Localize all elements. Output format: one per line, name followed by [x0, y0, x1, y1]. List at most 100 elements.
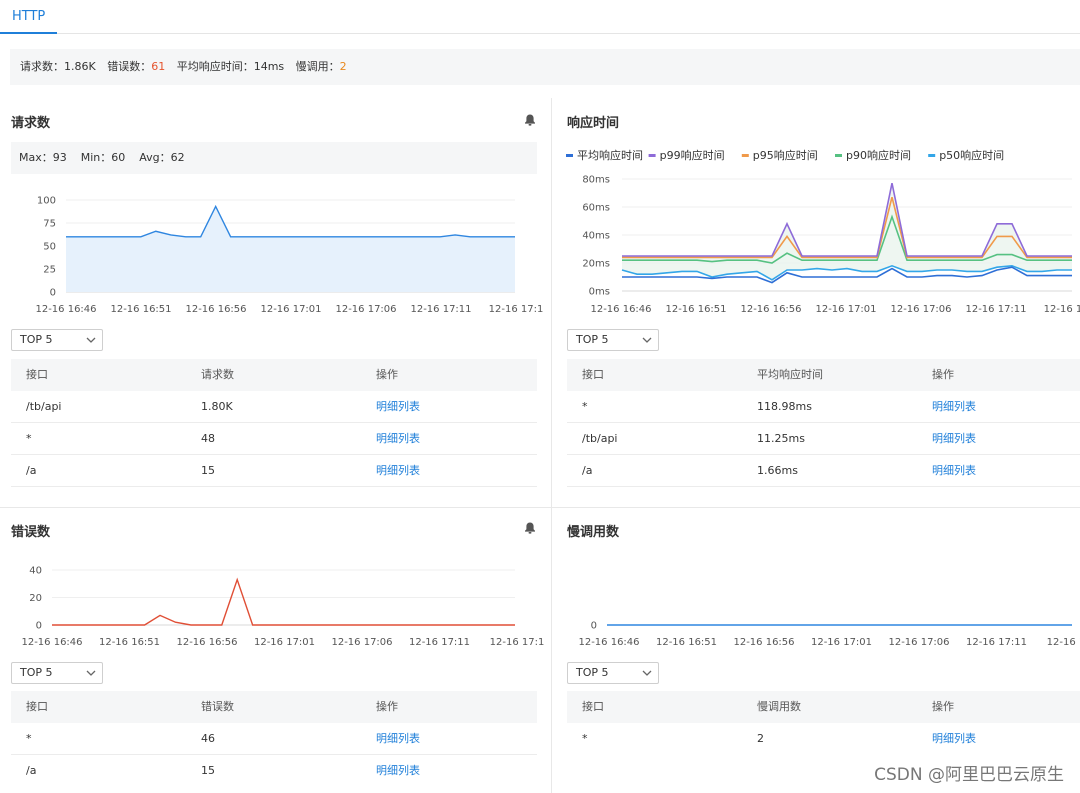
x-tick-label: 12-16 16:56: [185, 304, 246, 315]
table-row: /a 1.66ms 明细列表: [567, 455, 1080, 487]
x-tick-label: 12-16 17:01: [811, 637, 872, 648]
column-header: 接口: [582, 700, 604, 713]
summary-errors-label: 错误数：: [107, 60, 152, 73]
cell-value: 15: [201, 464, 215, 477]
column-header: 错误数: [201, 700, 234, 713]
slow-table: 接口 慢调用数 操作 * 2 明细列表: [567, 691, 1080, 755]
legend-label: 平均响应时间: [577, 148, 643, 162]
x-tick-label: 12-16 16:46: [578, 637, 639, 648]
summary-slow-value: 2: [339, 60, 347, 73]
y-tick-label: 40ms: [582, 231, 610, 242]
summary-requests-label: 请求数：: [20, 60, 64, 73]
y-tick-label: 0: [50, 288, 56, 299]
cell-value: 1.80K: [201, 400, 233, 413]
cell-api: *: [26, 732, 32, 745]
cell-api: /a: [26, 464, 37, 477]
table-header: 接口 平均响应时间 操作: [567, 359, 1080, 391]
series-line: [622, 197, 1072, 259]
x-tick-label: 12-16 17:01: [260, 304, 321, 315]
stat-avg-value: 62: [170, 151, 185, 164]
table-header: 接口 错误数 操作: [11, 691, 537, 723]
legend-swatch: [835, 154, 842, 157]
x-tick-label: 12-16 17:1: [489, 304, 544, 315]
legend-swatch: [928, 154, 936, 157]
detail-list-link[interactable]: 明细列表: [932, 464, 976, 477]
requests-stats: Max：93 Min：60 Avg：62: [11, 142, 537, 174]
y-tick-label: 50: [43, 242, 56, 253]
summary-rt-value: 14ms: [253, 60, 285, 73]
cell-value: 11.25ms: [757, 432, 805, 445]
watermark: CSDN @阿里巴巴云原生: [874, 765, 1064, 785]
requests-top-select[interactable]: TOP 5: [11, 329, 103, 351]
chevron-down-icon: [86, 337, 96, 343]
x-tick-label: 12-16 16:46: [21, 637, 82, 648]
table-header: 接口 请求数 操作: [11, 359, 537, 391]
cell-value: 118.98ms: [757, 400, 812, 413]
cell-api: *: [582, 732, 588, 745]
detail-list-link[interactable]: 明细列表: [932, 400, 976, 413]
errors-top-select[interactable]: TOP 5: [11, 662, 103, 684]
cell-value: 15: [201, 764, 215, 777]
summary-requests-value: 1.86K: [64, 60, 96, 73]
column-header: 平均响应时间: [757, 368, 823, 381]
stat-max-value: 93: [52, 151, 67, 164]
cell-value: 48: [201, 432, 215, 445]
x-tick-label: 12-16 17:06: [335, 304, 396, 315]
summary-rt-label: 平均响应时间：: [176, 60, 254, 73]
cell-api: *: [582, 400, 588, 413]
x-tick-label: 12-16 17:06: [331, 637, 392, 648]
x-tick-label: 12-16 17:1: [490, 637, 545, 648]
y-tick-label: 60ms: [582, 203, 610, 214]
y-tick-label: 0ms: [589, 287, 610, 298]
cell-api: /tb/api: [26, 400, 62, 413]
x-tick-label: 12-16 16:46: [35, 304, 96, 315]
series-line: [621, 264, 1072, 281]
x-tick-label: 12-16 17:06: [888, 637, 949, 648]
y-tick-label: 20ms: [582, 259, 610, 270]
latency-top-select-value: TOP 5: [576, 333, 609, 346]
table-row: /tb/api 1.80K 明细列表: [11, 391, 537, 423]
requests-panel-title: 请求数: [11, 116, 51, 131]
detail-list-link[interactable]: 明细列表: [376, 732, 420, 745]
tab-http[interactable]: HTTP: [0, 0, 58, 34]
bell-icon[interactable]: [523, 113, 537, 127]
chevron-down-icon: [642, 337, 652, 343]
detail-list-link[interactable]: 明细列表: [376, 764, 420, 777]
errors-table: 接口 错误数 操作 * 46 明细列表 /a 15 明细列表: [11, 691, 537, 787]
x-tick-label: 12-16 17:11: [410, 304, 471, 315]
table-row: * 48 明细列表: [11, 423, 537, 455]
column-header: 操作: [932, 700, 954, 713]
y-tick-label: 25: [43, 265, 56, 276]
chevron-down-icon: [86, 670, 96, 676]
legend-label: p95响应时间: [753, 148, 818, 162]
detail-list-link[interactable]: 明细列表: [376, 432, 420, 445]
table-row: * 2 明细列表: [567, 723, 1080, 755]
x-tick-label: 12-16 17:11: [409, 637, 470, 648]
table-row: /tb/api 11.25ms 明细列表: [567, 423, 1080, 455]
y-tick-label: 100: [37, 196, 56, 207]
column-header: 接口: [26, 700, 48, 713]
detail-list-link[interactable]: 明细列表: [376, 400, 420, 413]
table-row: /a 15 明细列表: [11, 755, 537, 787]
table-header: 接口 慢调用数 操作: [567, 691, 1080, 723]
table-row: * 118.98ms 明细列表: [567, 391, 1080, 423]
y-tick-label: 75: [43, 219, 56, 230]
detail-list-link[interactable]: 明细列表: [932, 732, 976, 745]
detail-list-link[interactable]: 明细列表: [376, 464, 420, 477]
y-tick-label: 0: [36, 621, 42, 632]
column-header: 操作: [932, 368, 954, 381]
series-line: [622, 183, 1072, 257]
latency-top-select[interactable]: TOP 5: [567, 329, 659, 351]
slow-top-select[interactable]: TOP 5: [567, 662, 659, 684]
x-tick-label: 12-16 17:01: [815, 304, 876, 315]
y-tick-label: 20: [29, 593, 42, 604]
detail-list-link[interactable]: 明细列表: [932, 432, 976, 445]
chevron-down-icon: [642, 670, 652, 676]
x-tick-label: 12-16 16:51: [656, 637, 717, 648]
latency-panel-title: 响应时间: [567, 116, 620, 131]
column-header: 操作: [376, 700, 398, 713]
bell-icon[interactable]: [523, 521, 537, 535]
x-tick-label: 12-16 16:51: [110, 304, 171, 315]
errors-panel-title: 错误数: [11, 525, 51, 540]
column-header: 请求数: [201, 368, 234, 381]
